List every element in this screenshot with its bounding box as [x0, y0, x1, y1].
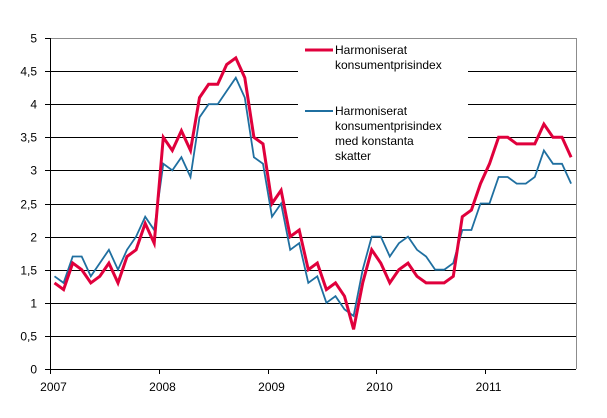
x-tick-label: 2010 — [366, 380, 393, 394]
y-tick-label: 0 — [30, 363, 37, 377]
y-axis: 0 0,5 1 1,5 2 2,5 3 3,5 4 4,5 5 — [20, 32, 50, 377]
x-axis: 2007 2008 2009 2010 2011 — [40, 369, 502, 394]
y-tick-label: 4,5 — [20, 65, 37, 79]
series-hicp-line — [53, 55, 573, 330]
series-hicp-constant-taxes-line — [53, 75, 572, 318]
y-tick-label: 1 — [30, 297, 37, 311]
x-tick-label: 2008 — [149, 380, 176, 394]
y-tick-label: 1,5 — [20, 264, 37, 278]
y-tick-label: 0,5 — [20, 330, 37, 344]
legend-label: med konstanta — [335, 134, 414, 148]
y-tick-label: 5 — [30, 32, 37, 46]
y-tick-label: 2 — [30, 231, 37, 245]
legend-label: skatter — [335, 149, 371, 163]
plot-frame — [50, 38, 577, 374]
y-tick-label: 2,5 — [20, 198, 37, 212]
legend-label: konsumentprisindex — [335, 58, 442, 72]
legend: HarmoniseratkonsumentprisindexHarmoniser… — [298, 41, 468, 169]
x-tick-label: 2009 — [258, 380, 285, 394]
data-series — [53, 55, 573, 330]
legend-label: Harmoniserat — [335, 104, 408, 118]
legend-box — [298, 41, 468, 169]
y-tick-label: 3,5 — [20, 131, 37, 145]
y-tick-label: 4 — [30, 98, 37, 112]
x-tick-label: 2007 — [40, 380, 67, 394]
legend-label: konsumentprisindex — [335, 119, 442, 133]
y-tick-label: 3 — [30, 164, 37, 178]
x-tick-label: 2011 — [476, 380, 502, 394]
legend-label: Harmoniserat — [335, 43, 408, 57]
